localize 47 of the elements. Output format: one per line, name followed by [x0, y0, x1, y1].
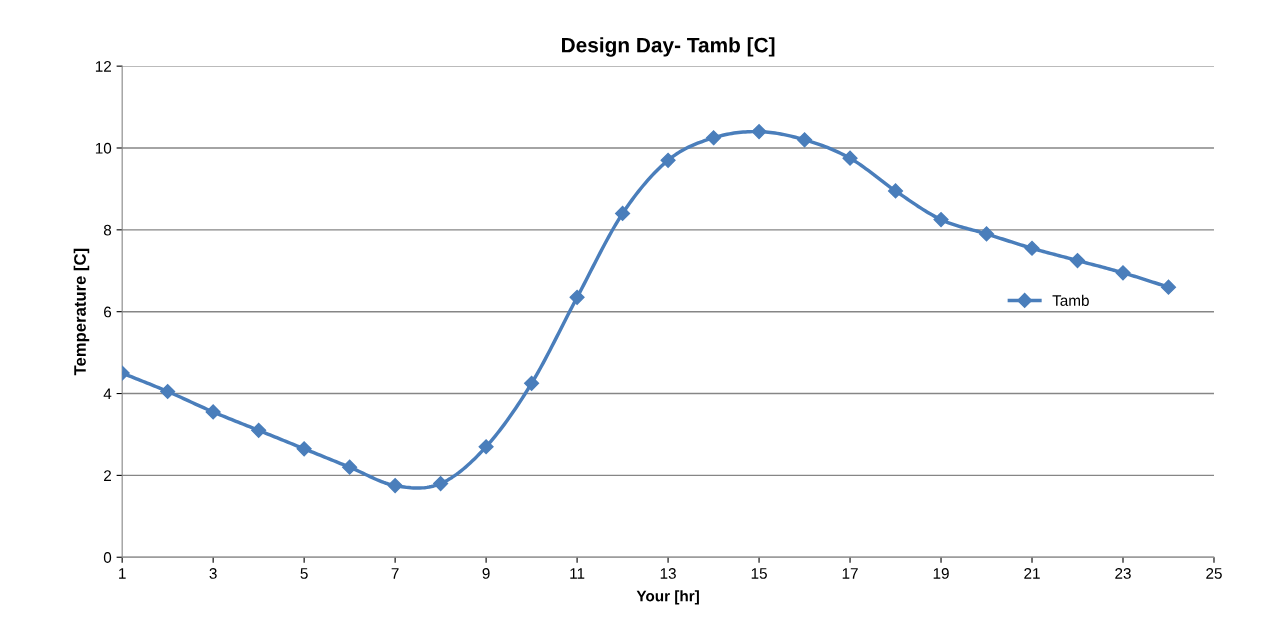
point	[1160, 279, 1177, 295]
y-tick-label: 12	[95, 61, 111, 72]
x-tick-label: 5	[300, 568, 308, 579]
legend-label: Tamb	[1052, 294, 1089, 306]
point	[796, 132, 813, 148]
point	[615, 205, 631, 222]
y-tick-label: 4	[103, 388, 112, 400]
x-tick-label: 3	[209, 568, 217, 579]
point	[160, 383, 176, 400]
x-axis-title: Your [hr]	[636, 590, 699, 605]
point	[933, 212, 949, 228]
point	[569, 289, 585, 305]
y-tick-label: 10	[95, 142, 112, 154]
x-tick-label: 21	[1024, 568, 1040, 579]
point	[342, 459, 358, 475]
point	[705, 130, 722, 146]
point	[387, 478, 403, 494]
x-tick-label: 1	[119, 568, 126, 579]
y-tick-label: 2	[104, 470, 111, 481]
y-tick-label: 0	[103, 552, 112, 563]
y-axis-title: Temperature [C]	[73, 248, 90, 376]
point	[251, 422, 267, 438]
point	[751, 124, 767, 140]
point	[1069, 252, 1086, 269]
point	[842, 150, 858, 166]
point	[524, 375, 540, 391]
x-tick-label: 9	[482, 568, 490, 579]
point	[296, 441, 312, 457]
point	[978, 226, 995, 242]
point	[1115, 265, 1131, 281]
chart-title: Design Day- Tamb [C]	[562, 37, 775, 57]
x-tick-label: 11	[570, 568, 585, 579]
point	[478, 439, 494, 455]
x-tick-label: 13	[660, 568, 676, 579]
point	[433, 475, 449, 492]
point	[660, 152, 676, 168]
point	[1024, 240, 1040, 256]
y-tick-label: 8	[103, 224, 112, 236]
x-tick-label: 25	[1206, 568, 1222, 579]
y-tick-label: 6	[104, 306, 112, 318]
x-tick-label: 7	[391, 568, 399, 579]
point	[887, 183, 904, 199]
x-tick-label: 23	[1115, 568, 1131, 579]
x-tick-label: 15	[751, 568, 767, 579]
x-tick-label: 17	[842, 568, 858, 579]
x-tick-label: 19	[933, 568, 949, 579]
point	[205, 404, 221, 420]
